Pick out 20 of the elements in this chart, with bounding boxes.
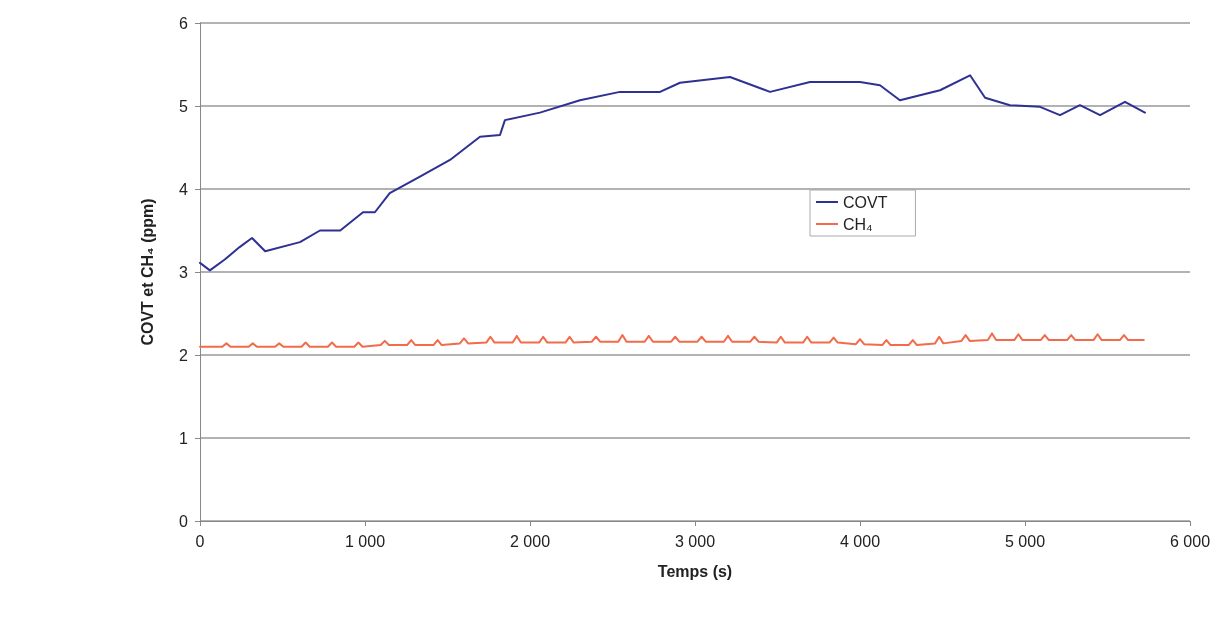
y-tick-label: 5 xyxy=(179,97,189,115)
y-tick-label: 6 xyxy=(179,14,189,32)
x-tick-label: 5 000 xyxy=(1004,532,1046,550)
y-axis-title: COVT et CH₄ (ppm) xyxy=(138,198,156,346)
y-tick-label: 0 xyxy=(179,512,189,530)
y-tick-label: 3 xyxy=(179,263,189,281)
line-series xyxy=(199,74,1146,272)
x-tick-label: 2 000 xyxy=(509,532,551,550)
y-tick-label: 4 xyxy=(179,180,189,198)
y-tick-label: 2 xyxy=(179,346,189,364)
y-tick-label: 1 xyxy=(179,429,189,447)
x-tick-label: 0 xyxy=(195,532,205,550)
x-tick-label: 6 000 xyxy=(1169,532,1211,550)
x-axis-title: Temps (s) xyxy=(657,562,733,580)
x-tick-label: 1 000 xyxy=(344,532,386,550)
line-series xyxy=(199,332,1145,348)
legend-label: COVT xyxy=(843,193,888,211)
x-tick-label: 3 000 xyxy=(674,532,716,550)
legend-label: CH₄ xyxy=(843,215,873,233)
x-tick-label: 4 000 xyxy=(839,532,881,550)
